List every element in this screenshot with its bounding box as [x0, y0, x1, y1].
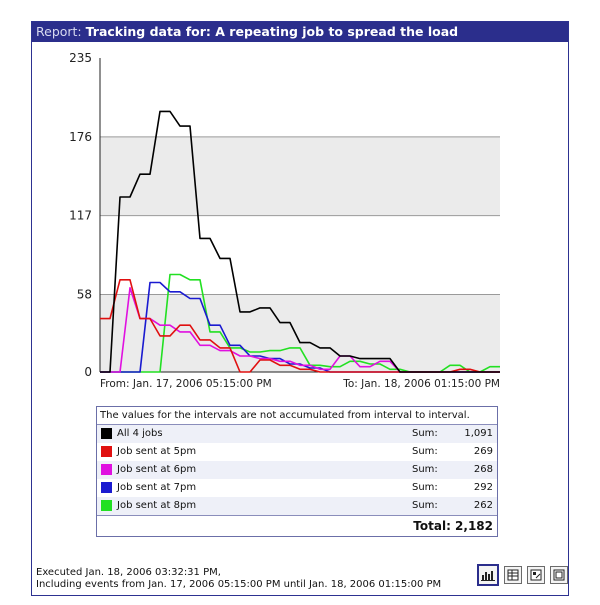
series-line [100, 110, 500, 373]
sum-value: 262 [473, 500, 493, 511]
report-panel: Report: Tracking data for: A repeating j… [31, 21, 569, 596]
series-label: Job sent at 8pm [117, 500, 197, 511]
export-icon[interactable] [527, 566, 545, 584]
x-range-to: To: Jan. 18, 2006 01:15:00 PM [342, 378, 500, 390]
sum-value: 292 [473, 482, 493, 493]
summary-row: Job sent at 8pm Sum: 262 [97, 497, 497, 515]
summary-table: The values for the intervals are not acc… [96, 406, 498, 537]
table-view-icon[interactable] [504, 566, 522, 584]
report-title: Tracking data for: A repeating job to sp… [85, 24, 459, 39]
chart-band [100, 136, 500, 216]
sum-label: Sum: [412, 464, 438, 475]
series-label: All 4 jobs [117, 428, 163, 439]
series-swatch [101, 482, 112, 493]
executed-text: Executed Jan. 18, 2006 03:32:31 PM, [36, 567, 221, 578]
summary-row: All 4 jobs Sum: 1,091 [97, 425, 497, 443]
sum-value: 269 [473, 446, 493, 457]
window-icon[interactable] [550, 566, 568, 584]
y-tick-label: 176 [69, 130, 92, 144]
report-prefix: Report: [36, 24, 82, 39]
sum-value: 268 [473, 464, 493, 475]
bar-chart-icon[interactable] [477, 564, 499, 586]
y-tick-label: 235 [69, 51, 92, 65]
chart-band [100, 294, 500, 372]
x-range-from: From: Jan. 17, 2006 05:15:00 PM [100, 378, 272, 390]
report-footer: Executed Jan. 18, 2006 03:32:31 PM, Incl… [36, 567, 441, 591]
view-toolbar [477, 564, 568, 586]
y-axis-ticks: 235 176 117 58 0 [69, 51, 92, 379]
y-tick-label: 0 [84, 365, 92, 379]
sum-label: Sum: [412, 500, 438, 511]
chart-series-lines [100, 110, 500, 373]
series-label: Job sent at 5pm [117, 446, 197, 457]
y-tick-label: 58 [77, 288, 92, 302]
sum-value: 1,091 [464, 428, 493, 439]
series-label: Job sent at 6pm [117, 464, 197, 475]
sum-label: Sum: [412, 482, 438, 493]
summary-rows: All 4 jobs Sum: 1,091 Job sent at 5pm Sum: 26… [97, 425, 497, 515]
chart-background-bands [100, 136, 500, 372]
y-tick-label: 117 [69, 209, 92, 223]
chart-gridlines [100, 136, 500, 296]
summary-row: Job sent at 6pm Sum: 268 [97, 461, 497, 479]
series-swatch [101, 428, 112, 439]
series-swatch [101, 464, 112, 475]
series-swatch [101, 500, 112, 511]
report-title-bar: Report: Tracking data for: A repeating j… [32, 22, 568, 42]
sum-label: Sum: [412, 428, 438, 439]
series-swatch [101, 446, 112, 457]
sum-label: Sum: [412, 446, 438, 457]
summary-row: Job sent at 7pm Sum: 292 [97, 479, 497, 497]
series-label: Job sent at 7pm [117, 482, 197, 493]
summary-note: The values for the intervals are not acc… [97, 407, 497, 425]
events-range-text: Including events from Jan. 17, 2006 05:1… [36, 579, 442, 590]
summary-total: Total: 2,182 [97, 515, 497, 536]
tracking-line-chart: 235 176 117 58 0 From: Jan. 17, 2006 05:15:0… [69, 51, 500, 390]
summary-row: Job sent at 5pm Sum: 269 [97, 443, 497, 461]
